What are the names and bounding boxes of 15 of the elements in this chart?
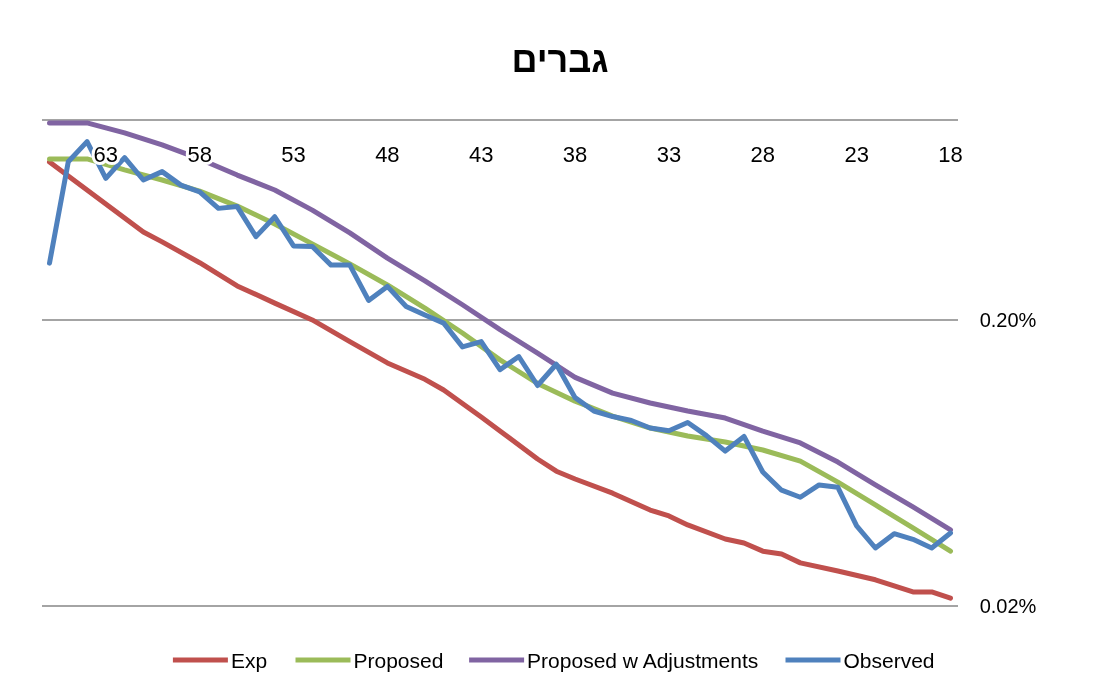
y-tick-label: 0.20% — [979, 308, 1037, 331]
legend-label: Exp — [230, 649, 268, 672]
y-tick-label: 0.02% — [979, 595, 1037, 617]
legend-label: Proposed — [353, 649, 444, 672]
x-tick-label: 33 — [656, 142, 682, 167]
x-tick-label: 18 — [938, 142, 963, 167]
x-tick-label: 43 — [468, 142, 494, 167]
x-tick-label: 48 — [375, 142, 400, 167]
x-tick-label: 28 — [750, 142, 776, 167]
x-tick-label: 53 — [281, 142, 306, 167]
legend-label: Proposed w Adjustments — [527, 649, 759, 672]
x-tick-label: 38 — [562, 142, 588, 167]
legend-label: Observed — [843, 649, 935, 672]
chart-title: גברים — [511, 39, 609, 80]
x-tick-label: 23 — [844, 142, 869, 167]
